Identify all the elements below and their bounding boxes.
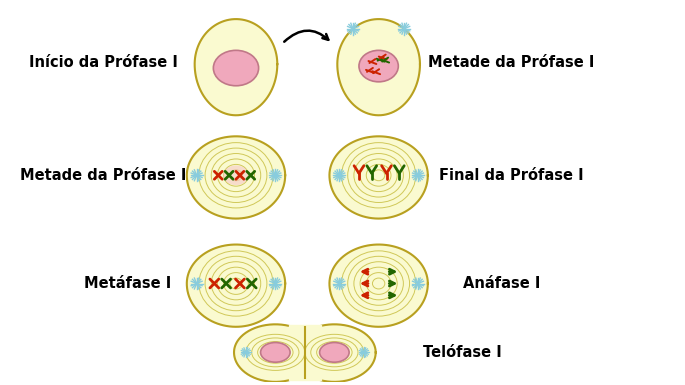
Bar — [289, 325, 321, 380]
Ellipse shape — [320, 343, 349, 362]
Ellipse shape — [359, 50, 398, 82]
Polygon shape — [329, 136, 428, 219]
Text: Metade da Prófase I: Metade da Prófase I — [20, 168, 186, 183]
Polygon shape — [187, 244, 285, 327]
Text: Metade da Prófase I: Metade da Prófase I — [428, 55, 595, 70]
Polygon shape — [195, 19, 277, 115]
Ellipse shape — [260, 343, 290, 362]
Polygon shape — [337, 19, 420, 115]
Text: Anáfase I: Anáfase I — [463, 276, 540, 291]
Text: Início da Prófase I: Início da Prófase I — [29, 55, 177, 70]
Polygon shape — [234, 324, 316, 382]
Polygon shape — [293, 324, 375, 382]
Ellipse shape — [223, 166, 249, 185]
Text: Telófase I: Telófase I — [423, 345, 501, 360]
Ellipse shape — [213, 50, 259, 86]
Polygon shape — [187, 136, 285, 219]
Text: Metáfase I: Metáfase I — [84, 276, 171, 291]
Text: Final da Prófase I: Final da Prófase I — [439, 168, 584, 183]
Polygon shape — [329, 244, 428, 327]
